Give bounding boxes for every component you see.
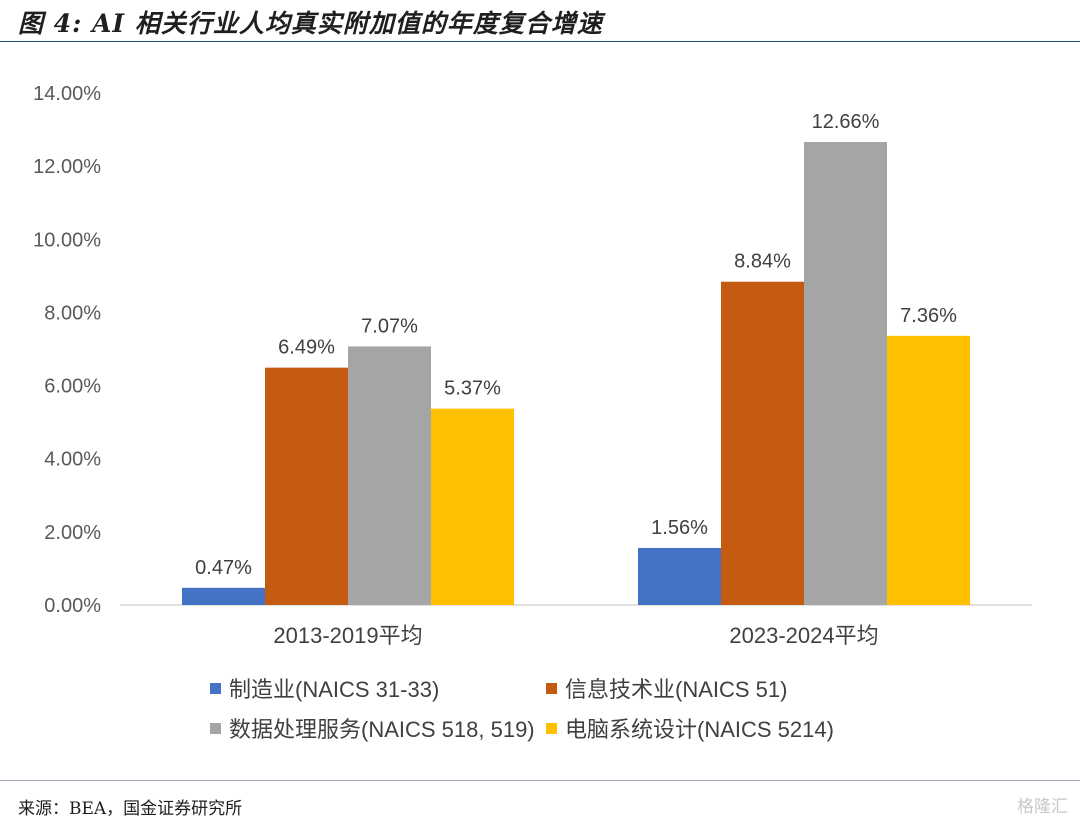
title-divider [0,41,1080,42]
legend-label-information: 信息技术业(NAICS 51) [565,677,788,702]
watermark-logo: 格隆汇 [1017,797,1068,817]
legend-swatch-data-processing [210,722,221,734]
legend-swatch-computer-design [546,722,557,734]
data-label: 1.56% [651,517,708,539]
bar [721,281,804,605]
data-label: 6.49% [278,337,335,359]
bar [638,547,721,605]
legend-item-data-processing: 数据处理服务(NAICS 518, 519) [210,712,535,744]
bar [265,367,348,605]
x-tick-label: 2023-2024平均 [729,623,878,648]
footer-divider [0,780,1080,781]
legend-item-computer-design: 电脑系统设计(NAICS 5214) [546,712,834,744]
legend-swatch-manufacturing [210,682,221,694]
legend-label-computer-design: 电脑系统设计(NAICS 5214) [565,717,834,742]
y-tick-label: 14.00% [33,83,101,105]
y-tick-label: 12.00% [33,156,101,178]
data-label: 7.07% [361,315,418,337]
data-label: 12.66% [812,111,880,133]
data-label: 0.47% [195,557,252,579]
bar [348,346,431,605]
bar [431,408,514,605]
legend-label-data-processing: 数据处理服务(NAICS 518, 519) [229,717,535,742]
legend-swatch-information [546,682,557,694]
bar-chart: 0.00% 2.00% 4.00% 6.00% 8.00% 10.00% 12.00% 14.… [33,83,1032,648]
data-label: 5.37% [444,378,501,400]
data-label: 7.36% [900,305,957,327]
figure-title: 图 4: AI 相关行业人均真实附加值的年度复合增速 [18,9,603,38]
y-tick-label: 10.00% [33,229,101,251]
bar [804,142,887,605]
y-tick-label: 4.00% [44,449,101,471]
legend-item-manufacturing: 制造业(NAICS 31-33) [210,672,439,704]
y-tick-label: 0.00% [44,595,101,617]
data-label: 8.84% [734,251,791,273]
bar [887,335,970,605]
x-tick-label: 2013-2019平均 [273,623,422,648]
source-note: 来源：BEA，国金证券研究所 [18,799,243,819]
y-tick-label: 8.00% [44,302,101,324]
legend-label-manufacturing: 制造业(NAICS 31-33) [229,677,440,702]
y-tick-label: 6.00% [44,376,101,398]
legend-item-information: 信息技术业(NAICS 51) [546,672,787,704]
bar [182,587,265,605]
y-tick-label: 2.00% [44,522,101,544]
